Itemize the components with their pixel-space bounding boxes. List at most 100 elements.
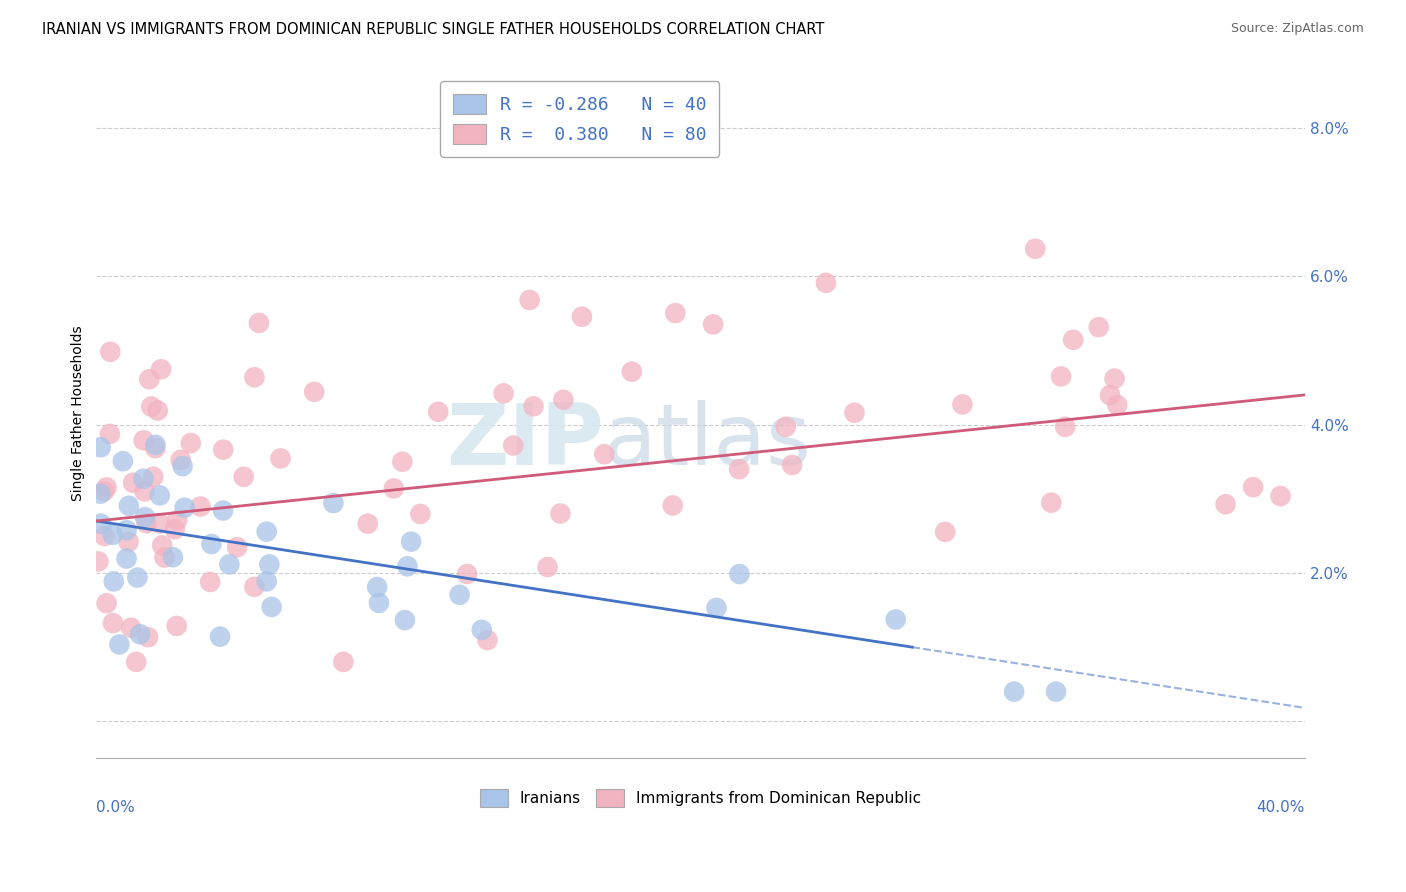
Point	[135, 516, 157, 531]
Point	[394, 613, 416, 627]
Point	[536, 560, 558, 574]
Point	[728, 567, 751, 582]
Point	[449, 588, 471, 602]
Point	[814, 276, 837, 290]
Legend: Iranians, Immigrants from Dominican Republic: Iranians, Immigrants from Dominican Repu…	[474, 783, 928, 813]
Y-axis label: Single Father Households: Single Father Households	[72, 326, 86, 501]
Point	[200, 537, 222, 551]
Point	[150, 538, 173, 552]
Point	[1054, 419, 1077, 434]
Point	[111, 454, 134, 468]
Point	[172, 459, 194, 474]
Point	[427, 405, 450, 419]
Point	[270, 451, 292, 466]
Point	[122, 475, 145, 490]
Point	[391, 455, 413, 469]
Point	[1241, 480, 1264, 494]
Point	[153, 550, 176, 565]
Point	[519, 293, 541, 307]
Point	[198, 574, 221, 589]
Point	[661, 499, 683, 513]
Point	[150, 362, 173, 376]
Point	[1104, 371, 1126, 385]
Point	[1002, 684, 1025, 698]
Point	[89, 486, 111, 500]
Point	[162, 550, 184, 565]
Point	[243, 370, 266, 384]
Point	[550, 507, 572, 521]
Text: 40.0%: 40.0%	[1257, 800, 1305, 814]
Point	[134, 484, 156, 499]
Point	[256, 574, 278, 589]
Point	[96, 596, 118, 610]
Point	[492, 386, 515, 401]
Point	[522, 400, 544, 414]
Point	[399, 534, 422, 549]
Point	[502, 438, 524, 452]
Point	[142, 469, 165, 483]
Point	[169, 452, 191, 467]
Point	[232, 470, 254, 484]
Text: ZIP: ZIP	[446, 400, 605, 483]
Point	[1215, 497, 1237, 511]
Point	[212, 442, 235, 457]
Point	[396, 559, 419, 574]
Point	[163, 522, 186, 536]
Point	[1062, 333, 1084, 347]
Point	[952, 397, 974, 411]
Point	[90, 440, 112, 454]
Point	[166, 619, 188, 633]
Point	[256, 524, 278, 539]
Point	[477, 633, 499, 648]
Point	[96, 480, 118, 494]
Point	[115, 523, 138, 537]
Point	[98, 426, 121, 441]
Point	[87, 554, 110, 568]
Point	[1045, 684, 1067, 698]
Point	[103, 574, 125, 589]
Point	[304, 384, 326, 399]
Point	[129, 627, 152, 641]
Point	[180, 436, 202, 450]
Point	[212, 503, 235, 517]
Point	[1040, 496, 1063, 510]
Point	[706, 600, 728, 615]
Point	[115, 551, 138, 566]
Point	[1270, 489, 1292, 503]
Point	[93, 484, 115, 499]
Text: Source: ZipAtlas.com: Source: ZipAtlas.com	[1230, 22, 1364, 36]
Point	[149, 488, 172, 502]
Point	[136, 630, 159, 644]
Point	[93, 529, 115, 543]
Point	[218, 558, 240, 572]
Point	[101, 616, 124, 631]
Point	[1024, 242, 1046, 256]
Point	[409, 507, 432, 521]
Point	[664, 306, 686, 320]
Point	[260, 599, 283, 614]
Point	[357, 516, 380, 531]
Point	[173, 500, 195, 515]
Point	[190, 500, 212, 514]
Text: atlas: atlas	[605, 400, 813, 483]
Point	[209, 630, 232, 644]
Point	[775, 419, 797, 434]
Point	[553, 392, 575, 407]
Point	[593, 447, 616, 461]
Point	[127, 571, 149, 585]
Point	[125, 655, 148, 669]
Point	[132, 472, 155, 486]
Point	[98, 344, 121, 359]
Point	[143, 441, 166, 455]
Point	[108, 637, 131, 651]
Point	[118, 499, 141, 513]
Point	[728, 462, 751, 476]
Point	[141, 400, 163, 414]
Point	[134, 510, 156, 524]
Point	[366, 580, 388, 594]
Point	[844, 406, 866, 420]
Text: IRANIAN VS IMMIGRANTS FROM DOMINICAN REPUBLIC SINGLE FATHER HOUSEHOLDS CORRELATI: IRANIAN VS IMMIGRANTS FROM DOMINICAN REP…	[42, 22, 824, 37]
Text: 0.0%: 0.0%	[97, 800, 135, 814]
Point	[702, 318, 724, 332]
Point	[247, 316, 270, 330]
